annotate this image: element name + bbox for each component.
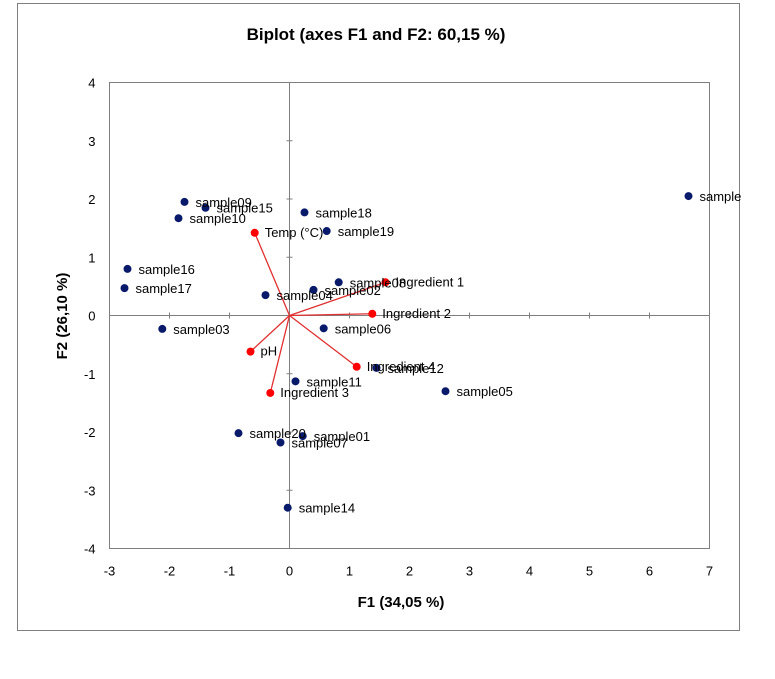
- x-tick-label: 2: [406, 564, 413, 579]
- point-labels: Temp (°C) Ingredient 1 Ingredient 2 pH Ingre…: [136, 189, 742, 516]
- observation-point: [684, 192, 693, 201]
- observation-point: [123, 264, 132, 273]
- x-tick-label: 3: [466, 564, 473, 579]
- x-axis-label: F1 (34,05 %): [358, 594, 445, 611]
- y-tick-label: -2: [84, 425, 96, 440]
- observation-label: sample11: [307, 374, 362, 389]
- y-tick-label: 0: [88, 309, 95, 324]
- variable-label: pH: [261, 344, 278, 359]
- observation-point: [261, 291, 270, 300]
- observation-point: [120, 284, 129, 293]
- observation-label: sample07: [292, 435, 348, 450]
- observation-point: [158, 324, 167, 333]
- observation-points: [120, 192, 693, 512]
- observation-point: [234, 429, 243, 438]
- variable-arrow: [269, 315, 291, 394]
- variable-label: Ingredient 4: [367, 359, 436, 374]
- x-tick-label: -3: [104, 564, 116, 579]
- observation-point: [300, 208, 309, 217]
- x-tick-label: 1: [346, 564, 353, 579]
- observation-point: [372, 363, 381, 372]
- observation-label: sample14: [299, 501, 355, 516]
- biplot-chart: Biplot (axes F1 and F2: 60,15 %) -3 -2 -1 0…: [54, 25, 742, 611]
- observation-label: sample09: [196, 195, 252, 210]
- observation-point: [180, 197, 189, 206]
- variable-arrow: [289, 281, 386, 317]
- variable-arrow: [254, 232, 291, 316]
- observation-label: sample06: [335, 321, 391, 336]
- x-tick-label: 0: [286, 564, 293, 579]
- observation-label: sample02: [325, 283, 381, 298]
- x-tick-label: -1: [224, 564, 236, 579]
- observation-point: [201, 203, 210, 212]
- observation-label: sample05: [457, 384, 513, 399]
- variable-arrows: [250, 232, 386, 394]
- observation-point: [319, 324, 328, 333]
- observation-label: sample20: [250, 426, 306, 441]
- variable-point: [250, 228, 259, 237]
- variable-arrow: [289, 314, 358, 368]
- y-tick-label: -1: [84, 367, 96, 382]
- y-tick-label: 2: [88, 192, 95, 207]
- chart-title: Biplot (axes F1 and F2: 60,15 %): [247, 25, 506, 44]
- observation-point: [298, 432, 307, 441]
- variable-label: Ingredient 1: [396, 274, 465, 289]
- observation-point: [334, 278, 343, 287]
- variable-point: [266, 388, 275, 397]
- chart-frame: Biplot (axes F1 and F2: 60,15 %) -3 -2 -1 0…: [17, 3, 742, 631]
- observation-point: [283, 503, 292, 512]
- observation-point: [276, 438, 285, 447]
- x-tick-label: 5: [586, 564, 593, 579]
- observation-label: sample16: [139, 262, 195, 277]
- variable-arrow: [289, 313, 373, 317]
- observation-label: sample13: [700, 189, 742, 204]
- x-tick-label: 6: [646, 564, 653, 579]
- observation-label: sample15: [217, 201, 273, 216]
- observation-label: sample08: [350, 275, 406, 290]
- y-axis-label: F2 (26,10 %): [54, 273, 71, 360]
- variable-point: [246, 347, 255, 356]
- variable-point: [368, 309, 377, 318]
- ticks-layer: -3 -2 -1 0 1 2 3 4 5 6 7 -4 -3 -2 -1 0 1 2 3 4: [84, 76, 713, 579]
- variable-point: [352, 362, 361, 371]
- observation-label: sample04: [277, 288, 333, 303]
- observation-point: [174, 214, 183, 223]
- observation-label: sample12: [388, 361, 444, 376]
- y-tick-label: 4: [88, 76, 95, 91]
- x-tick-label: 7: [706, 564, 713, 579]
- observation-label: sample01: [314, 429, 370, 444]
- observation-label: sample03: [173, 322, 229, 337]
- observation-point: [291, 377, 300, 386]
- observation-label: sample17: [136, 281, 192, 296]
- variable-label: Ingredient 3: [280, 385, 349, 400]
- observation-point: [309, 285, 318, 294]
- observation-label: sample10: [190, 211, 246, 226]
- y-tick-label: 3: [88, 134, 95, 149]
- x-tick-label: -2: [164, 564, 176, 579]
- observation-point: [322, 227, 331, 236]
- y-tick-label: -4: [84, 542, 96, 557]
- variable-label: Temp (°C): [265, 225, 324, 240]
- observation-point: [441, 387, 450, 396]
- y-tick-label: 1: [88, 250, 95, 265]
- variable-point: [381, 278, 390, 287]
- y-tick-label: -3: [84, 483, 96, 498]
- variable-label: Ingredient 2: [382, 306, 451, 321]
- observation-label: sample18: [316, 205, 372, 220]
- variable-arrow: [250, 315, 290, 353]
- observation-label: sample19: [338, 224, 394, 239]
- x-tick-label: 4: [526, 564, 533, 579]
